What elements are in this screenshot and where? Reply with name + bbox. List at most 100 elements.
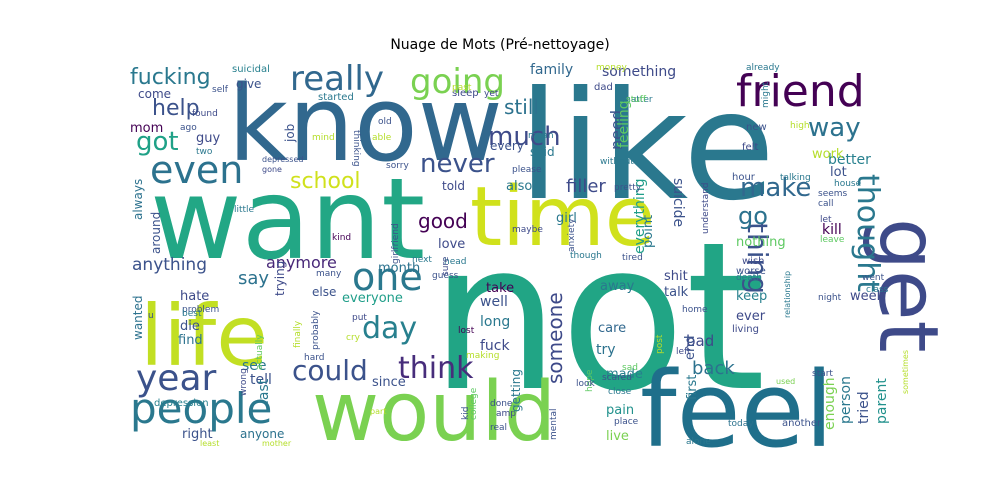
cloud-word: everyone [342, 291, 403, 306]
cloud-word: place [614, 417, 639, 427]
cloud-word: month [378, 261, 420, 276]
cloud-word: scared [602, 373, 632, 383]
cloud-word: wish [742, 256, 765, 267]
cloud-word: old [378, 117, 392, 127]
cloud-word: die [180, 319, 200, 334]
cloud-word: back [692, 358, 735, 379]
cloud-word: thought [850, 174, 885, 292]
cloud-word: mother [262, 439, 292, 448]
cloud-word: hate [180, 289, 209, 304]
cloud-word: two [196, 147, 213, 157]
cloud-word: go [738, 202, 768, 230]
cloud-word: around [149, 212, 163, 254]
cloud-word: anyone [240, 427, 284, 441]
cloud-word: college [469, 387, 479, 420]
cloud-word: home [682, 305, 708, 315]
cloud-word: felt [742, 142, 758, 153]
cloud-word: help [152, 96, 200, 121]
cloud-word: suicide [670, 178, 686, 227]
cloud-word: always [131, 179, 145, 220]
cloud-word: might [761, 81, 771, 108]
cloud-word: making [466, 351, 499, 361]
cloud-word: would [312, 365, 556, 460]
cloud-word: last [256, 378, 272, 404]
cloud-word: relationship [783, 271, 792, 318]
cloud-word: trying [273, 261, 287, 296]
cloud-word: problem [182, 305, 219, 315]
cloud-word: work [812, 147, 844, 162]
cloud-word: getting [509, 369, 523, 412]
cloud-word: alone [686, 437, 711, 447]
cloud-word: many [316, 269, 342, 279]
cloud-word: stuff [626, 95, 647, 105]
cloud-word: living [732, 324, 759, 335]
cloud-word: love [438, 237, 465, 252]
cloud-word: leave [820, 235, 845, 245]
cloud-word: want [150, 155, 425, 285]
cloud-word: come [138, 87, 171, 101]
cloud-word: high [790, 121, 810, 131]
cloud-word: person [838, 376, 854, 424]
cloud-word: need [607, 110, 626, 150]
cloud-word: shit [664, 269, 688, 284]
cloud-word: put [352, 313, 367, 323]
cloud-word: hope [585, 369, 595, 392]
cloud-word: little [234, 205, 255, 215]
cloud-word: u [148, 311, 154, 321]
cloud-word: good [418, 209, 468, 233]
cloud-word: talking [780, 173, 811, 183]
cloud-word: nothing [736, 235, 786, 250]
cloud-word: anxiety [567, 218, 577, 252]
cloud-word: enough [822, 377, 838, 430]
cloud-word: pretty [614, 183, 642, 193]
cloud-word: also [506, 179, 532, 194]
cloud-word: filler [566, 176, 606, 197]
cloud-word: matter [622, 95, 653, 105]
cloud-word: family [530, 62, 573, 78]
cloud-word: mental [549, 408, 559, 440]
cloud-word: head [444, 257, 466, 267]
cloud-word: able [372, 133, 392, 143]
cloud-word: real [490, 423, 507, 433]
cloud-word: end [683, 336, 698, 361]
cloud-word: hard [304, 353, 324, 363]
cloud-word: one [352, 255, 423, 299]
cloud-word: way [808, 113, 861, 143]
cloud-word: money [596, 63, 628, 73]
cloud-word: house [834, 179, 862, 189]
cloud-word: though [570, 251, 602, 261]
cloud-word: hour [732, 172, 756, 183]
cloud-word: tried [856, 391, 872, 424]
cloud-word: better [828, 152, 871, 168]
cloud-word: bad [686, 332, 714, 350]
cloud-word: part [370, 407, 386, 416]
cloud-word: probably [311, 310, 321, 350]
cloud-word: point [641, 215, 656, 248]
cloud-word: guy [196, 131, 220, 146]
cloud-word: see [242, 358, 267, 374]
cloud-word: new [746, 122, 767, 133]
cloud-word: even [150, 148, 243, 192]
cloud-word: thinking [351, 130, 361, 167]
cloud-word: feeling [616, 100, 632, 148]
cloud-word: night [818, 293, 842, 303]
cloud-word: fucking [130, 65, 211, 90]
cloud-word: people [130, 384, 272, 433]
cloud-word: going [410, 62, 505, 102]
cloud-word: away [600, 279, 635, 294]
cloud-word: already [746, 63, 780, 73]
cloud-word: gone [262, 165, 282, 174]
cloud-word: got [136, 127, 179, 157]
cloud-word: close [608, 387, 632, 397]
cloud-word: first [685, 375, 700, 400]
figure-title: Nuage de Mots (Pré-nettoyage) [390, 37, 610, 53]
cloud-word: friend [736, 66, 865, 117]
cloud-word: week [850, 289, 885, 304]
cloud-word: live [606, 429, 629, 444]
cloud-word: left [676, 347, 691, 357]
cloud-word: self [212, 85, 229, 95]
cloud-word: every [490, 139, 524, 153]
cloud-word: girlfriend [391, 223, 401, 264]
cloud-word: everything [632, 178, 648, 254]
